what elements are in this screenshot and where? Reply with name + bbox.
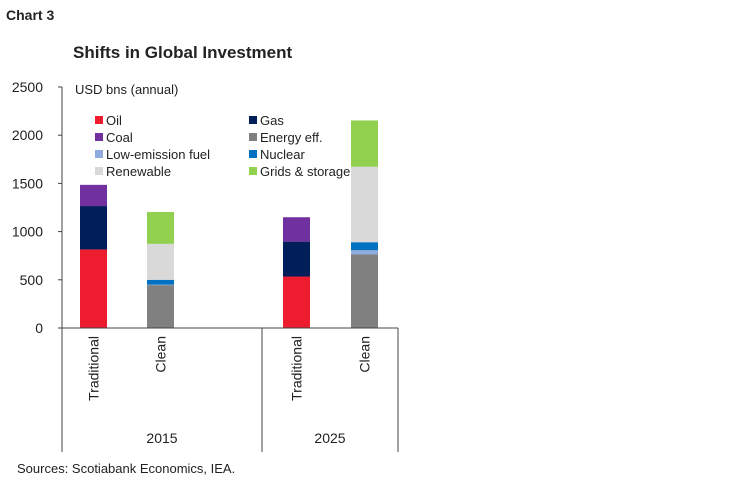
- legend-label: Gas: [260, 113, 284, 128]
- legend-swatch: [95, 150, 103, 158]
- bar-segment-gas: [283, 241, 310, 277]
- bar-segment-nuclear: [351, 242, 378, 251]
- y-tick-label: 1500: [12, 175, 43, 191]
- bar-segment-oil: [80, 249, 107, 328]
- legend-swatch: [95, 167, 103, 175]
- legend-label: Coal: [106, 130, 133, 145]
- bar-segment-renewable: [147, 243, 174, 280]
- legend-label: Low-emission fuel: [106, 147, 210, 162]
- bar-segment-gas: [80, 206, 107, 250]
- bar-segment-grids-storage: [351, 120, 378, 167]
- legend-item: Nuclear: [249, 147, 305, 162]
- legend-swatch: [249, 150, 257, 158]
- legend-swatch: [95, 116, 103, 124]
- legend-label: Nuclear: [260, 147, 305, 162]
- y-tick-label: 1000: [12, 224, 43, 240]
- legend-item: Renewable: [95, 164, 171, 179]
- legend-item: Coal: [95, 130, 133, 145]
- category-label: Clean: [153, 336, 169, 373]
- legend-item: Low-emission fuel: [95, 147, 210, 162]
- bar-segment-energy-eff-: [147, 285, 174, 328]
- bar-segment-oil: [283, 276, 310, 328]
- bar-segment-low-emission-fuel: [351, 250, 378, 255]
- category-label: Clean: [357, 336, 373, 373]
- legend-label: Renewable: [106, 164, 171, 179]
- y-axis-label: USD bns (annual): [75, 82, 178, 97]
- legend-item: Oil: [95, 113, 122, 128]
- legend-swatch: [249, 133, 257, 141]
- chart-title: Shifts in Global Investment: [73, 43, 292, 62]
- category-label: Traditional: [86, 336, 102, 401]
- legend-swatch: [95, 133, 103, 141]
- category-label: Traditional: [289, 336, 305, 401]
- y-tick-label: 2500: [12, 79, 43, 95]
- legend-label: Energy eff.: [260, 130, 323, 145]
- bar-segment-energy-eff-: [351, 254, 378, 328]
- legend-label: Oil: [106, 113, 122, 128]
- chart-label: Chart 3: [6, 7, 54, 23]
- bar-segment-renewable: [351, 166, 378, 243]
- y-tick-label: 0: [35, 320, 43, 336]
- bar-segment-grids-storage: [147, 211, 174, 244]
- legend-item: Gas: [249, 113, 284, 128]
- legend-swatch: [249, 116, 257, 124]
- legend-label: Grids & storage: [260, 164, 350, 179]
- group-label: 2025: [314, 430, 345, 446]
- group-label: 2015: [146, 430, 177, 446]
- bar-segment-coal: [80, 184, 107, 207]
- source-note: Sources: Scotiabank Economics, IEA.: [17, 461, 235, 476]
- bar-segment-coal: [283, 217, 310, 242]
- y-tick-label: 500: [20, 272, 44, 288]
- y-tick-label: 2000: [12, 127, 43, 143]
- legend-item: Grids & storage: [249, 164, 350, 179]
- bar-segment-nuclear: [147, 279, 174, 285]
- legend-swatch: [249, 167, 257, 175]
- legend-item: Energy eff.: [249, 130, 323, 145]
